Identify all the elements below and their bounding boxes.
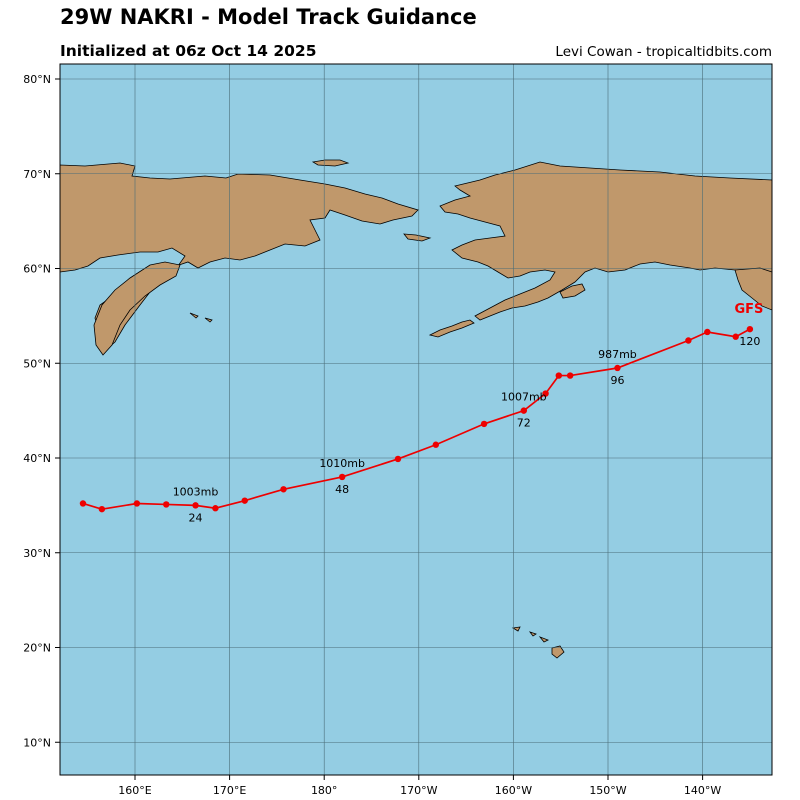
forecast-hour-label: 48 [335,483,349,496]
track-point [685,337,692,344]
forecast-hour-label: 120 [739,335,760,348]
track-point [133,500,141,507]
track-point [212,505,219,512]
lat-tick-label: 70°N [23,168,51,181]
model-label-gfs: GFS [734,302,763,317]
track-point [432,441,440,448]
land-alaska [439,161,772,321]
land-komandorski [189,312,213,323]
track-point [520,407,528,414]
land-wrangel [311,159,350,167]
forecast-hour-label: 72 [517,417,531,430]
ocean-background [60,64,772,775]
credit-text: Levi Cowan - tropicaltidbits.com [555,44,772,60]
graticule [60,64,772,775]
track-point [704,328,711,336]
track-point [280,486,287,493]
map-frame [59,63,773,776]
lon-tick-label: 140°W [684,784,721,797]
pressure-label: 1003mb [173,485,219,498]
track-point [241,497,248,504]
land-st-lawrence [403,233,432,242]
track-point [746,325,754,333]
lat-tick-label: 60°N [23,263,51,276]
init-time-subtitle: Initialized at 06z Oct 14 2025 [60,42,317,60]
track-point [555,372,563,379]
lat-tick-label: 30°N [23,547,51,560]
pressure-label: 1007mb [501,391,547,404]
track-point [98,505,106,513]
land-panhandle [734,267,772,311]
track-point [614,364,621,372]
forecast-hour-label: 24 [189,511,203,524]
land-hawaii [551,645,565,659]
lon-tick-label: 160°E [118,784,151,797]
chart-title: 29W NAKRI - Model Track Guidance [60,5,477,29]
lon-tick-label: 180° [311,784,338,797]
axis-labels: 80°N 70°N 60°N 50°N 40°N 30°N 20°N 10°N 160°E 170… [23,73,721,797]
land-aleutians [428,319,475,338]
land-kamchatka [93,261,181,356]
pressure-label: 1010mb [319,457,365,470]
lon-tick-label: 170°E [213,784,246,797]
forecast-hour-label: 96 [610,374,624,387]
lat-tick-label: 10°N [23,736,51,749]
lat-tick-label: 20°N [23,642,51,655]
pressure-label: 987mb [598,348,637,361]
track-point [732,333,739,340]
track-point [542,390,549,397]
track-point [192,502,199,509]
lat-tick-label: 40°N [23,452,51,465]
track-point [163,501,170,508]
lat-tick-label: 50°N [23,357,51,370]
track-point [394,455,402,463]
lon-tick-label: 160°W [495,784,532,797]
land-kodiak [559,283,586,299]
track-point [480,420,488,428]
land-hawaii-small [511,626,549,643]
track-point [79,500,87,507]
track-point [338,473,346,481]
lat-tick-label: 80°N [23,73,51,86]
lon-tick-label: 170°W [400,784,437,797]
lon-tick-label: 150°W [589,784,626,797]
track-annotations: 1003mb 24 1010mb 48 1007mb 72 987mb 96 120 GFS [173,302,764,524]
track-layer [79,325,754,513]
track-point [566,372,574,379]
land-layer [60,159,772,659]
